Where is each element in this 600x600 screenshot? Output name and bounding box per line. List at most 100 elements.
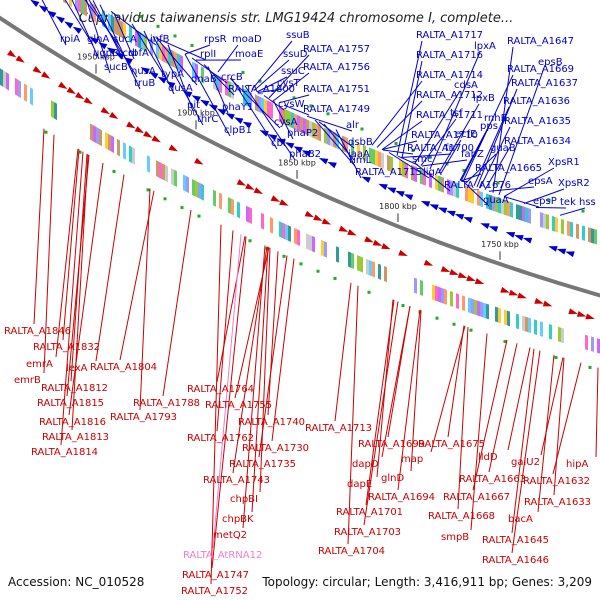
- forward-label-leader: [207, 66, 229, 114]
- reverse-label-leader: [212, 234, 242, 549]
- cog-feature-block: [6, 72, 9, 91]
- forward-label-leader: [503, 167, 555, 198]
- forward-gene-arrow: [327, 161, 337, 169]
- cog-feature-block: [357, 255, 360, 272]
- forward-gene-arrow: [378, 183, 388, 190]
- cog-feature-block: [498, 197, 501, 214]
- forward-gene-label: RALTA_A1749: [303, 104, 370, 115]
- reverse-gene-arrow: [313, 214, 323, 221]
- forward-label-leaders: [41, 0, 586, 216]
- forward-gene-label: RALTA_A1751: [303, 84, 370, 95]
- forward-label-leader: [388, 152, 430, 179]
- forward-gene-label: typA: [161, 69, 184, 80]
- forward-gene-label: pit: [187, 100, 200, 111]
- cog-feature-block: [135, 29, 138, 48]
- forward-gene-label: sucB: [104, 62, 128, 73]
- cog-feature-block: [366, 258, 369, 276]
- cog-feature-block: [318, 124, 321, 142]
- reverse-gene-label: emrA: [26, 359, 53, 370]
- forward-gene-arrow: [293, 146, 303, 153]
- reverse-label-leader: [553, 357, 565, 496]
- scale-tick-label: 1950 kbp: [77, 53, 115, 62]
- cog-feature-block: [384, 265, 387, 283]
- forward-gene-label: ecfE: [455, 129, 477, 140]
- forward-label-leader: [473, 106, 510, 187]
- rna-marker: [411, 148, 415, 152]
- cog-feature-block: [441, 287, 444, 304]
- forward-gene-label: ugpB: [93, 48, 119, 59]
- cog-feature-block: [162, 163, 165, 181]
- reverse-gene-label: metQ2: [213, 530, 247, 541]
- cog-feature-block: [132, 147, 135, 165]
- forward-gene-arrow: [446, 210, 456, 217]
- cog-feature-block: [282, 222, 285, 240]
- forward-gene-label: RALTA_A1716: [416, 50, 483, 61]
- cog-feature-block: [267, 100, 270, 118]
- cog-feature-block: [306, 233, 309, 250]
- cog-feature-block: [312, 235, 315, 253]
- cog-feature-block: [261, 212, 264, 230]
- cog-feature-block: [522, 315, 525, 332]
- cog-feature-block: [456, 293, 459, 310]
- forward-gene-label: truB: [134, 78, 155, 89]
- forward-gene-arrow: [514, 235, 524, 241]
- reverse-gene-label: RALTA_A1793: [110, 412, 177, 423]
- cog-feature-block: [279, 221, 282, 238]
- cog-feature-block: [465, 185, 468, 202]
- cog-feature-block: [546, 213, 549, 230]
- rna-marker: [282, 254, 286, 258]
- forward-gene-label: ssuD: [283, 49, 308, 60]
- forward-gene-label: RALTA_A1636: [503, 96, 570, 107]
- cog-feature-block: [369, 259, 372, 277]
- reverse-gene-arrow: [236, 179, 247, 186]
- cog-feature-block: [507, 310, 510, 327]
- cog-feature-block: [144, 34, 147, 53]
- forward-label-leader: [231, 78, 278, 150]
- reverse-gene-label: RALTA_A1667: [443, 492, 510, 503]
- forward-label-leader: [401, 60, 423, 159]
- cog-feature-block: [555, 216, 558, 233]
- rna-marker: [156, 24, 160, 28]
- forward-gene-label: RALTA_A1800: [228, 84, 295, 95]
- cog-feature-block: [348, 251, 351, 268]
- forward-gene-label: XpsR2: [558, 178, 590, 189]
- reverse-label-leader: [430, 325, 466, 453]
- cog-feature-block: [576, 223, 579, 240]
- reverse-gene-label: hipA: [566, 459, 588, 470]
- cog-feature-block: [477, 300, 480, 317]
- cog-feature-block: [162, 44, 165, 63]
- forward-gene-arrow: [267, 134, 278, 141]
- reverse-gene-label: chpBK: [222, 514, 254, 525]
- cog-feature-block: [18, 79, 21, 99]
- forward-gene-label: RALTA_A1676: [444, 180, 511, 191]
- cog-feature-block: [228, 196, 231, 215]
- cog-feature-block: [300, 116, 303, 134]
- reverse-gene-label: galU2: [511, 457, 540, 468]
- cog-feature-block: [219, 192, 222, 210]
- cog-feature-block: [372, 148, 375, 166]
- forward-gene-arrow: [548, 246, 558, 252]
- reverse-label-leader: [210, 224, 222, 585]
- forward-gene-arrow: [72, 26, 82, 34]
- forward-label-leader: [476, 88, 518, 188]
- cog-feature-block: [177, 53, 180, 71]
- forward-gene-label: epsA: [528, 176, 553, 187]
- reverse-label-leader: [162, 209, 192, 397]
- reverse-label-leader: [60, 151, 84, 446]
- cog-feature-block: [324, 127, 327, 145]
- forward-gene-arrow: [200, 99, 210, 107]
- forward-label-leader: [503, 196, 540, 208]
- rna-gene-label: RALTA_AtRNA12: [183, 550, 262, 561]
- forward-gene-arrow: [47, 10, 57, 18]
- cog-feature-block: [315, 123, 318, 141]
- cog-feature-block: [231, 82, 234, 100]
- forward-label-leader: [71, 0, 100, 60]
- cog-feature-block: [453, 181, 456, 198]
- cog-feature-block: [291, 111, 294, 129]
- rna-marker: [44, 130, 48, 134]
- cog-feature-block: [288, 225, 291, 242]
- reverse-gene-arrow: [15, 55, 25, 63]
- cog-feature-block: [561, 327, 564, 344]
- reverse-label-leader: [33, 128, 45, 325]
- reverse-label-leader: [511, 348, 535, 534]
